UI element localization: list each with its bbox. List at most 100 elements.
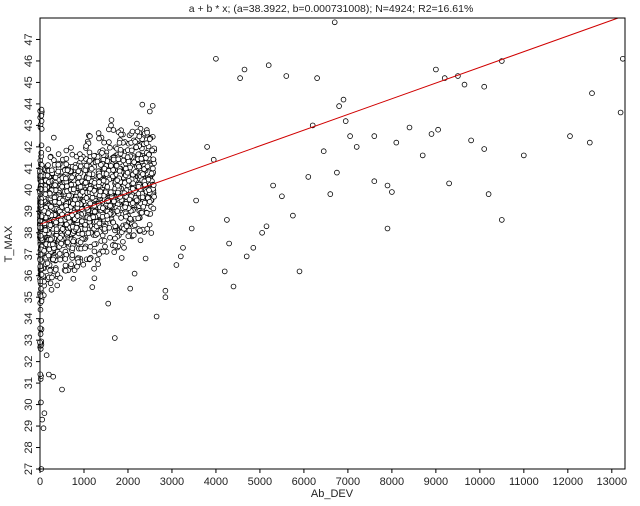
data-point [136, 133, 143, 140]
data-point [116, 140, 123, 146]
x-tick-label: 9000 [424, 476, 448, 488]
data-points [37, 19, 626, 472]
x-tick-label: 13000 [597, 476, 628, 488]
y-tick-label: 47 [23, 33, 35, 45]
y-tick-label: 36 [23, 270, 35, 282]
data-point [327, 191, 334, 197]
data-point [129, 128, 136, 135]
x-tick-label: 6000 [292, 476, 316, 488]
y-tick-label: 42 [23, 141, 35, 153]
x-tick-label: 0 [37, 476, 43, 488]
data-point [586, 139, 593, 146]
data-point [111, 249, 117, 255]
y-tick-label: 41 [23, 162, 35, 174]
data-point [589, 90, 595, 96]
data-point [147, 108, 153, 115]
data-point [112, 335, 118, 341]
data-point [112, 235, 118, 242]
data-point [50, 256, 56, 263]
data-point [37, 233, 44, 239]
data-point [64, 206, 71, 213]
data-point [118, 255, 125, 261]
data-point [193, 197, 199, 204]
data-point [37, 293, 44, 299]
data-point [129, 200, 136, 206]
y-tick-label: 37 [23, 248, 35, 260]
data-point [37, 186, 44, 192]
data-point [77, 184, 84, 190]
y-axis: 27 28 29 30 31 32 33 34 35 36 37 38 39 40 41 42 43 44 45 46… [23, 33, 40, 475]
data-point [47, 280, 54, 287]
data-point [241, 66, 248, 73]
data-point [99, 232, 106, 239]
data-point [567, 133, 573, 139]
data-point [132, 139, 138, 145]
data-point [100, 248, 106, 255]
data-point [151, 194, 157, 200]
data-point [88, 165, 95, 172]
data-point [48, 167, 55, 174]
data-point [48, 204, 54, 210]
data-point [107, 234, 113, 241]
data-point [53, 226, 60, 233]
data-point [74, 263, 80, 270]
data-point [110, 127, 117, 133]
data-point [126, 196, 133, 203]
data-point [45, 146, 52, 153]
data-point [126, 227, 133, 234]
data-point [76, 174, 82, 181]
y-tick-label: 39 [23, 205, 35, 217]
data-point [57, 256, 63, 263]
data-point [50, 134, 57, 141]
y-tick-label: 40 [23, 184, 35, 196]
data-point [57, 235, 63, 241]
data-point [87, 200, 93, 207]
x-tick-label: 10000 [465, 476, 496, 488]
data-point [45, 162, 51, 168]
data-point [226, 240, 232, 247]
data-point [110, 219, 116, 226]
data-point [243, 253, 250, 260]
data-point [435, 126, 441, 133]
data-point [485, 191, 492, 197]
data-point [107, 144, 113, 151]
data-point [347, 133, 353, 139]
y-tick-label: 31 [23, 377, 35, 389]
data-point [64, 239, 71, 246]
data-point [144, 163, 151, 170]
data-point [384, 225, 391, 232]
data-point [79, 231, 86, 237]
data-point [83, 195, 90, 201]
data-point [47, 222, 54, 228]
data-point [124, 169, 131, 176]
data-point [45, 371, 52, 378]
data-point [481, 146, 488, 152]
data-point [39, 416, 45, 423]
data-point [86, 158, 93, 164]
x-tick-label: 7000 [336, 476, 360, 488]
data-point [296, 268, 303, 275]
data-point [123, 223, 130, 229]
data-point [69, 151, 76, 158]
data-point [101, 238, 108, 244]
y-tick-label: 43 [23, 119, 35, 131]
data-point [79, 218, 85, 225]
data-point [428, 131, 435, 137]
x-tick-label: 2000 [116, 476, 140, 488]
data-point [66, 192, 72, 199]
data-point [118, 131, 124, 138]
data-point [70, 201, 76, 207]
data-point [149, 147, 155, 154]
data-point [87, 256, 93, 262]
data-point [55, 168, 61, 175]
data-point [103, 171, 110, 177]
data-point [85, 175, 92, 182]
data-point [283, 73, 290, 79]
data-point [37, 172, 44, 179]
data-point [63, 161, 70, 168]
data-point [59, 183, 65, 190]
x-tick-label: 12000 [553, 476, 584, 488]
data-point [70, 238, 76, 245]
data-point [279, 193, 285, 200]
